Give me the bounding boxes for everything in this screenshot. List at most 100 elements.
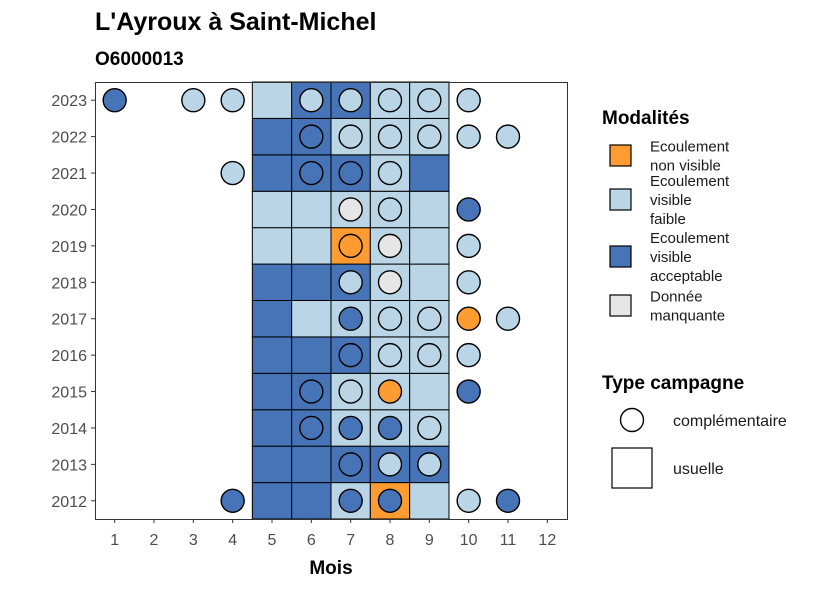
- point-2014-9: [417, 415, 442, 441]
- point-2020-10: [456, 197, 481, 222]
- x-tick-label: 10: [460, 532, 478, 549]
- point-2013-8: [377, 452, 403, 477]
- point-2022-8: [377, 124, 403, 149]
- legend-label-donnee_manquante: Donnée: [650, 289, 703, 306]
- tile-2013-5: [251, 445, 293, 484]
- point-2012-11: [495, 488, 521, 513]
- legend-label-ecoulement_visible_acceptable: Ecoulement: [650, 230, 730, 247]
- legend-label-ecoulement_visible_faible: visible: [650, 192, 692, 209]
- point-2021-4: [220, 160, 245, 186]
- point-2016-9: [417, 342, 442, 368]
- legend-key-ecoulement_non_visible: [609, 144, 632, 167]
- legend-key-ecoulement_visible_acceptable: [609, 245, 632, 268]
- legend-label-ecoulement_non_visible: non visible: [650, 158, 721, 175]
- legend-label-ecoulement_visible_acceptable: acceptable: [650, 268, 723, 285]
- point-2018-8: [377, 270, 403, 295]
- chart-title: L'Ayroux à Saint-Michel: [95, 8, 376, 36]
- point-2013-9: [417, 452, 442, 477]
- point-2022-9: [417, 124, 442, 149]
- legend-label-circle: complémentaire: [673, 413, 787, 430]
- tile-2013-6: [291, 445, 332, 484]
- point-2017-8: [377, 306, 403, 331]
- point-2019-10: [456, 233, 481, 259]
- point-2021-6: [299, 160, 324, 186]
- tile-2018-9: [409, 263, 450, 302]
- legend-key-donnee_manquante: [609, 294, 632, 317]
- y-tick-label: 2018: [51, 275, 87, 292]
- plot-panel-border: [95, 82, 568, 520]
- tile-2020-9: [409, 190, 450, 229]
- x-axis: 1 2 3 4 5 6 7 8 9 10 11 12: [110, 519, 556, 549]
- point-2020-7: [338, 197, 363, 222]
- y-tick-label: 2017: [51, 312, 87, 329]
- legend-label-square: usuelle: [673, 461, 724, 478]
- tile-2019-9: [409, 227, 450, 265]
- x-tick-label: 4: [228, 532, 237, 549]
- point-2012-10: [456, 488, 481, 513]
- point-2015-10: [456, 379, 481, 404]
- legend-key-ecoulement_visible_faible: [609, 188, 632, 211]
- y-tick-label: 2019: [51, 239, 87, 256]
- x-tick-label: 8: [386, 532, 395, 549]
- tile-2016-6: [291, 336, 332, 374]
- complementaire-points: [102, 88, 521, 513]
- legend-label-ecoulement_visible_faible: Ecoulement: [650, 173, 730, 190]
- tile-2018-5: [251, 263, 293, 302]
- point-2023-10: [456, 88, 481, 113]
- point-2018-7: [338, 270, 363, 295]
- y-tick-label: 2021: [51, 166, 87, 183]
- legend-key-circle: [619, 407, 645, 433]
- point-2023-7: [338, 88, 363, 113]
- point-2022-6: [299, 124, 324, 149]
- point-2012-7: [338, 488, 363, 513]
- tile-2018-6: [291, 263, 332, 302]
- tile-2015-5: [251, 372, 293, 411]
- point-2023-6: [299, 88, 324, 113]
- point-2012-8: [377, 488, 403, 513]
- legend-label-ecoulement_visible_faible: faible: [650, 211, 686, 228]
- tile-2021-9: [409, 154, 450, 192]
- point-2021-7: [338, 160, 363, 186]
- x-tick-label: 3: [189, 532, 198, 549]
- tile-2016-5: [251, 336, 293, 374]
- y-tick-label: 2013: [51, 457, 87, 474]
- point-2023-8: [377, 88, 403, 113]
- tile-2020-6: [291, 190, 332, 229]
- y-tick-label: 2012: [51, 494, 87, 511]
- tile-2023-5: [251, 81, 293, 119]
- legend-label-ecoulement_non_visible: Ecoulement: [650, 139, 730, 156]
- tile-2019-5: [251, 227, 293, 265]
- x-tick-label: 12: [538, 532, 556, 549]
- x-tick-label: 7: [346, 532, 355, 549]
- point-2020-8: [377, 197, 403, 222]
- y-tick-label: 2022: [51, 130, 87, 147]
- point-2022-11: [495, 124, 521, 149]
- point-2019-7: [338, 233, 363, 259]
- point-2023-9: [417, 88, 442, 113]
- tile-2014-5: [251, 409, 293, 447]
- point-2017-7: [338, 306, 363, 331]
- tile-2022-5: [251, 117, 293, 156]
- point-2014-6: [299, 415, 324, 441]
- x-tick-label: 9: [425, 532, 434, 549]
- point-2016-7: [338, 342, 363, 368]
- tile-2015-9: [409, 372, 450, 411]
- x-axis-title: Mois: [309, 558, 352, 579]
- tile-2012-9: [409, 482, 450, 520]
- point-2014-8: [377, 415, 403, 441]
- tile-2020-5: [251, 190, 293, 229]
- chart-subtitle: O6000013: [95, 49, 184, 70]
- tile-2021-5: [251, 154, 293, 192]
- tile-2012-6: [291, 482, 332, 520]
- point-2014-7: [338, 415, 363, 441]
- point-2019-8: [377, 233, 403, 259]
- x-tick-label: 5: [268, 532, 277, 549]
- legend-label-ecoulement_visible_acceptable: visible: [650, 249, 692, 266]
- legend-modalites-title: Modalités: [602, 108, 690, 129]
- x-tick-label: 6: [307, 532, 316, 549]
- point-2023-4: [220, 88, 245, 113]
- tile-2017-6: [291, 300, 332, 338]
- tile-2017-5: [251, 300, 293, 338]
- point-2018-10: [456, 270, 481, 295]
